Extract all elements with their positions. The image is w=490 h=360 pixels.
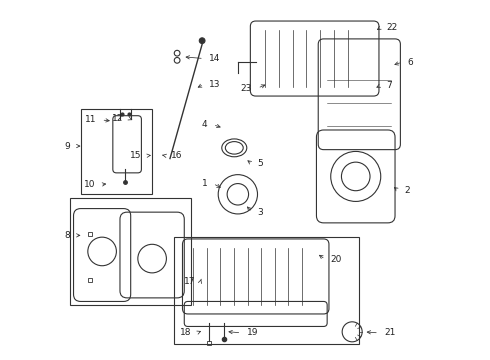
Text: 22: 22 [387, 23, 398, 32]
Text: 20: 20 [331, 255, 342, 264]
Text: 16: 16 [171, 151, 183, 160]
Text: 18: 18 [180, 328, 192, 337]
Text: 19: 19 [247, 328, 258, 337]
Text: 6: 6 [408, 58, 413, 67]
Text: 5: 5 [258, 159, 263, 168]
Text: 10: 10 [83, 180, 95, 189]
Text: 8: 8 [64, 231, 70, 240]
Bar [173, 237, 359, 344]
Text: 13: 13 [209, 80, 221, 89]
Text: 15: 15 [130, 151, 142, 160]
Text: 17: 17 [183, 277, 195, 286]
Text: 1: 1 [202, 179, 207, 188]
Text: 7: 7 [386, 81, 392, 90]
Text: 11: 11 [85, 116, 96, 125]
Text: 12: 12 [112, 114, 123, 123]
Text: 9: 9 [64, 141, 70, 150]
Bar [70, 198, 192, 305]
Text: 2: 2 [404, 186, 410, 195]
Circle shape [199, 38, 205, 44]
Bar [81, 109, 152, 194]
Text: 23: 23 [241, 84, 252, 93]
Text: 14: 14 [209, 54, 220, 63]
Text: 21: 21 [384, 328, 396, 337]
Text: 3: 3 [258, 208, 263, 217]
Text: 4: 4 [202, 120, 207, 129]
